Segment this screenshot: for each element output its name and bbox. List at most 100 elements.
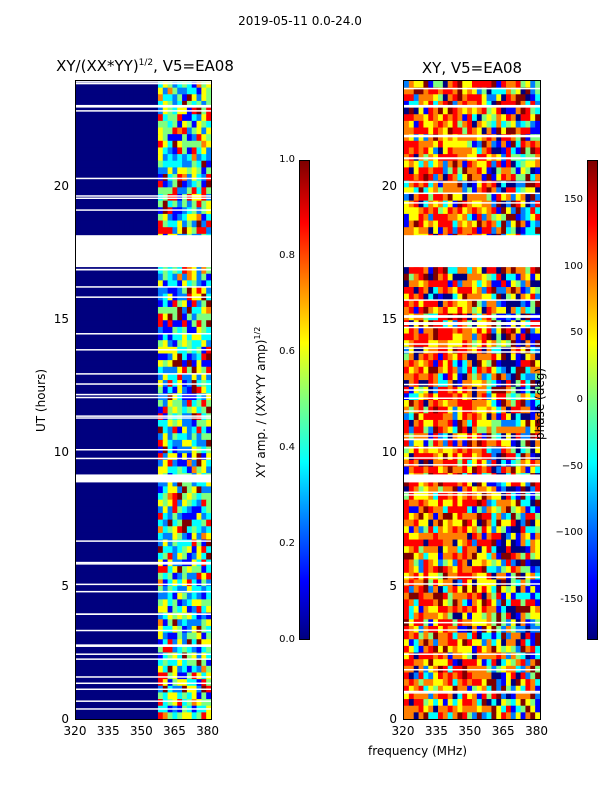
right-heatmap-cell <box>408 267 415 275</box>
left-heatmap-cell <box>114 619 120 627</box>
right-heatmap-cell <box>472 333 478 341</box>
right-heatmap-cell <box>510 134 517 142</box>
left-heatmap-cell <box>85 592 91 600</box>
left-heatmap-cell <box>167 632 173 640</box>
left-heatmap-cell <box>186 606 193 614</box>
right-heatmap-cell <box>442 493 449 501</box>
left-heatmap-cell <box>196 333 202 341</box>
left-plot-title: XY/(XX*YY)1/2, V5=EA08 <box>56 57 234 75</box>
left-heatmap-cell <box>76 479 82 487</box>
left-flag-line <box>76 110 211 112</box>
left-heatmap-cell <box>153 526 159 534</box>
right-heatmap-plot[interactable] <box>403 80 541 720</box>
left-heatmap-cell <box>95 599 101 607</box>
left-heatmap-cell <box>138 340 144 348</box>
left-heatmap-cell <box>196 632 202 640</box>
right-heatmap-cell <box>462 393 468 401</box>
left-heatmap-cell <box>148 147 154 155</box>
right-heatmap-cell <box>525 446 531 454</box>
left-heatmap-cell <box>182 180 188 188</box>
left-heatmap-cell <box>153 632 159 640</box>
right-heatmap-cell <box>467 466 473 474</box>
right-heatmap-cell <box>428 360 434 368</box>
right-heatmap-cell <box>442 213 449 222</box>
left-heatmap-cell <box>162 207 169 215</box>
right-heatmap-cell <box>530 213 536 222</box>
right-heatmap-cell <box>501 532 507 541</box>
right-heatmap-cell <box>481 532 488 541</box>
right-heatmap-cell <box>447 160 454 168</box>
right-heatmap-cell <box>428 220 434 228</box>
right-heatmap-cell <box>501 519 507 527</box>
left-heatmap-cell <box>104 207 111 215</box>
left-heatmap-cell <box>138 207 144 215</box>
left-heatmap-cell <box>114 273 120 281</box>
right-heatmap-cell <box>413 400 420 408</box>
left-heatmap-cell <box>206 599 211 607</box>
left-heatmap-cell <box>76 665 82 673</box>
right-heatmap-cell <box>530 120 536 129</box>
right-heatmap-cell <box>506 180 512 188</box>
right-heatmap-cell <box>423 572 429 580</box>
left-heatmap-cell <box>109 546 116 554</box>
left-heatmap-cell <box>100 147 106 155</box>
right-heatmap-cell <box>462 532 468 541</box>
right-heatmap-cell <box>535 167 540 175</box>
right-heatmap-cell <box>520 140 526 148</box>
left-heatmap-cell <box>119 406 125 414</box>
right-heatmap-cell <box>447 174 454 182</box>
left-heatmap-cell <box>129 227 135 235</box>
right-heatmap-cell <box>467 552 473 560</box>
right-heatmap-cell <box>418 446 424 454</box>
left-heatmap-cell <box>124 619 130 627</box>
left-heatmap-cell <box>129 459 135 467</box>
left-heatmap-cell <box>172 592 178 600</box>
left-heatmap-cell <box>191 207 198 215</box>
left-heatmap-cell <box>138 486 144 494</box>
left-heatmap-cell <box>85 273 91 281</box>
right-heatmap-cell <box>520 566 526 574</box>
left-heatmap-cell <box>104 100 111 109</box>
right-heatmap-cell <box>442 293 449 301</box>
left-heatmap-cell <box>148 154 154 162</box>
right-heatmap-cell <box>433 326 439 335</box>
left-heatmap-cell <box>119 632 125 640</box>
left-heatmap-cell <box>124 167 130 175</box>
right-heatmap-cell <box>472 147 478 155</box>
left-heatmap-cell <box>124 94 130 102</box>
left-heatmap-cell <box>143 213 149 222</box>
left-heatmap-cell <box>148 400 154 408</box>
left-heatmap-cell <box>201 200 207 208</box>
right-heatmap-cell <box>481 413 488 421</box>
left-heatmap-cell <box>124 506 130 514</box>
right-heatmap-cell <box>433 193 439 202</box>
left-heatmap-cell <box>114 287 120 295</box>
left-heatmap-cell <box>182 566 188 574</box>
right-heatmap-cell <box>462 346 468 354</box>
right-heatmap-cell <box>491 300 497 308</box>
left-heatmap-cell <box>104 439 111 448</box>
left-heatmap-cell <box>129 213 135 222</box>
left-heatmap-cell <box>206 625 211 634</box>
left-heatmap-cell <box>162 659 169 667</box>
right-heatmap-cell <box>520 213 526 222</box>
right-heatmap-cell <box>520 373 526 381</box>
right-heatmap-cell <box>433 280 439 288</box>
right-heatmap-cell <box>535 220 540 228</box>
right-heatmap-cell <box>462 586 468 594</box>
left-heatmap-cell <box>186 87 193 95</box>
right-heatmap-cell <box>472 160 478 168</box>
left-heatmap-cell <box>95 87 101 95</box>
right-heatmap-cell <box>515 147 522 155</box>
left-heatmap-cell <box>119 665 125 673</box>
left-heatmap-plot[interactable] <box>75 80 212 720</box>
left-heatmap-cell <box>196 120 202 129</box>
left-heatmap-cell <box>162 579 169 587</box>
left-heatmap-cell <box>143 552 149 560</box>
left-heatmap-cell <box>90 426 96 434</box>
left-heatmap-cell <box>104 659 111 667</box>
left-heatmap-cell <box>114 187 120 195</box>
right-heatmap-cell <box>510 207 517 215</box>
right-heatmap-cell <box>462 134 468 142</box>
left-heatmap-cell <box>124 692 130 700</box>
